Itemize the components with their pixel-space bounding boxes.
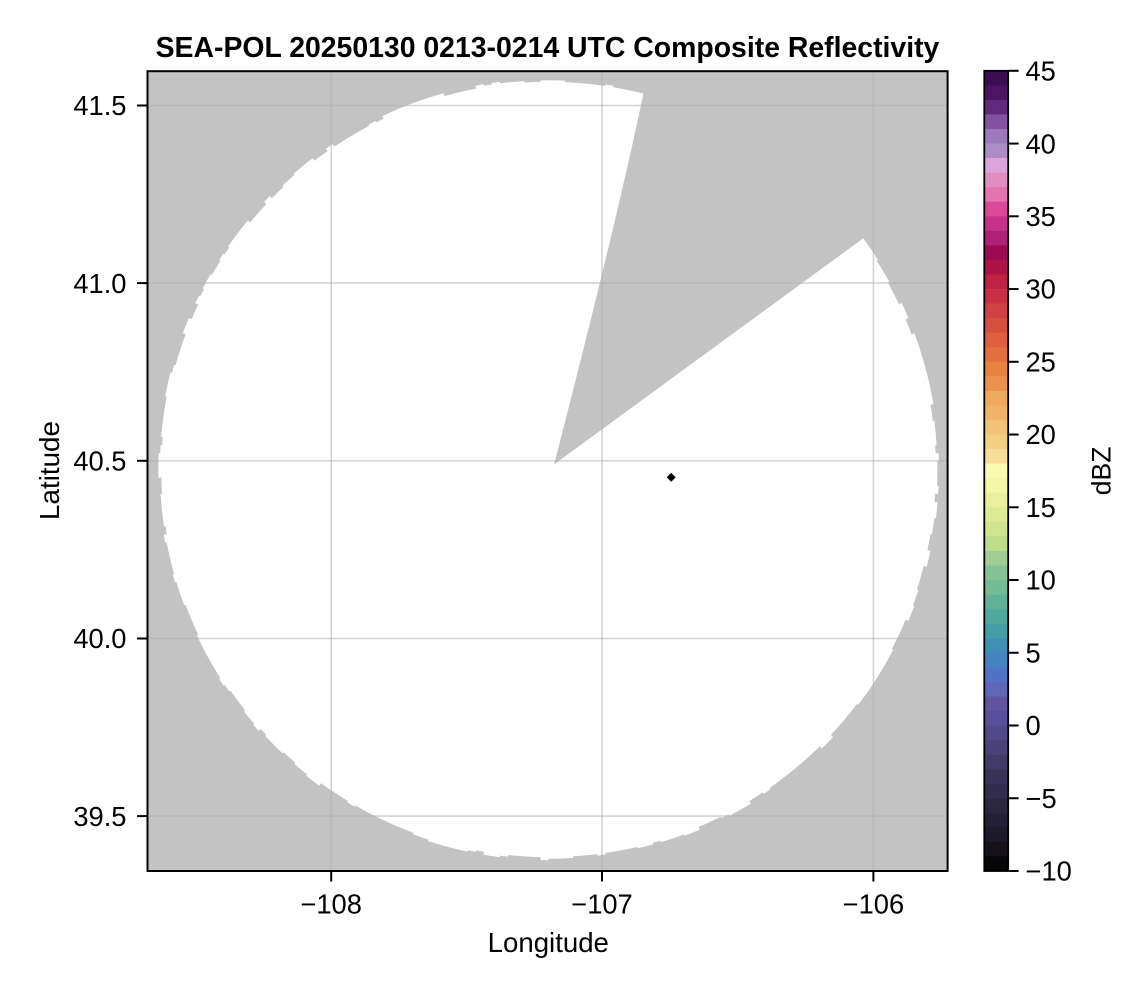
svg-text:Longitude: Longitude (488, 927, 609, 958)
svg-text:40: 40 (1026, 128, 1056, 159)
svg-text:5: 5 (1026, 637, 1041, 668)
svg-text:30: 30 (1026, 274, 1056, 305)
svg-text:−106: −106 (843, 889, 905, 920)
svg-text:35: 35 (1026, 201, 1056, 232)
svg-text:45: 45 (1026, 56, 1056, 87)
svg-text:40.0: 40.0 (73, 623, 126, 654)
svg-text:Latitude: Latitude (34, 421, 65, 520)
svg-text:SEA-POL 20250130 0213-0214 UTC: SEA-POL 20250130 0213-0214 UTC Composite… (156, 32, 940, 64)
svg-text:41.0: 41.0 (73, 268, 126, 299)
svg-text:−10: −10 (1026, 856, 1072, 887)
svg-text:−108: −108 (300, 889, 362, 920)
svg-text:dBZ: dBZ (1087, 447, 1117, 496)
svg-text:−107: −107 (571, 889, 633, 920)
svg-text:39.5: 39.5 (73, 801, 126, 832)
svg-text:25: 25 (1026, 346, 1056, 377)
svg-text:0: 0 (1026, 710, 1041, 741)
svg-text:15: 15 (1026, 492, 1056, 523)
svg-text:40.5: 40.5 (73, 446, 126, 477)
svg-text:−5: −5 (1026, 783, 1057, 814)
svg-text:10: 10 (1026, 565, 1056, 596)
svg-text:20: 20 (1026, 419, 1056, 450)
svg-text:41.5: 41.5 (73, 90, 126, 121)
